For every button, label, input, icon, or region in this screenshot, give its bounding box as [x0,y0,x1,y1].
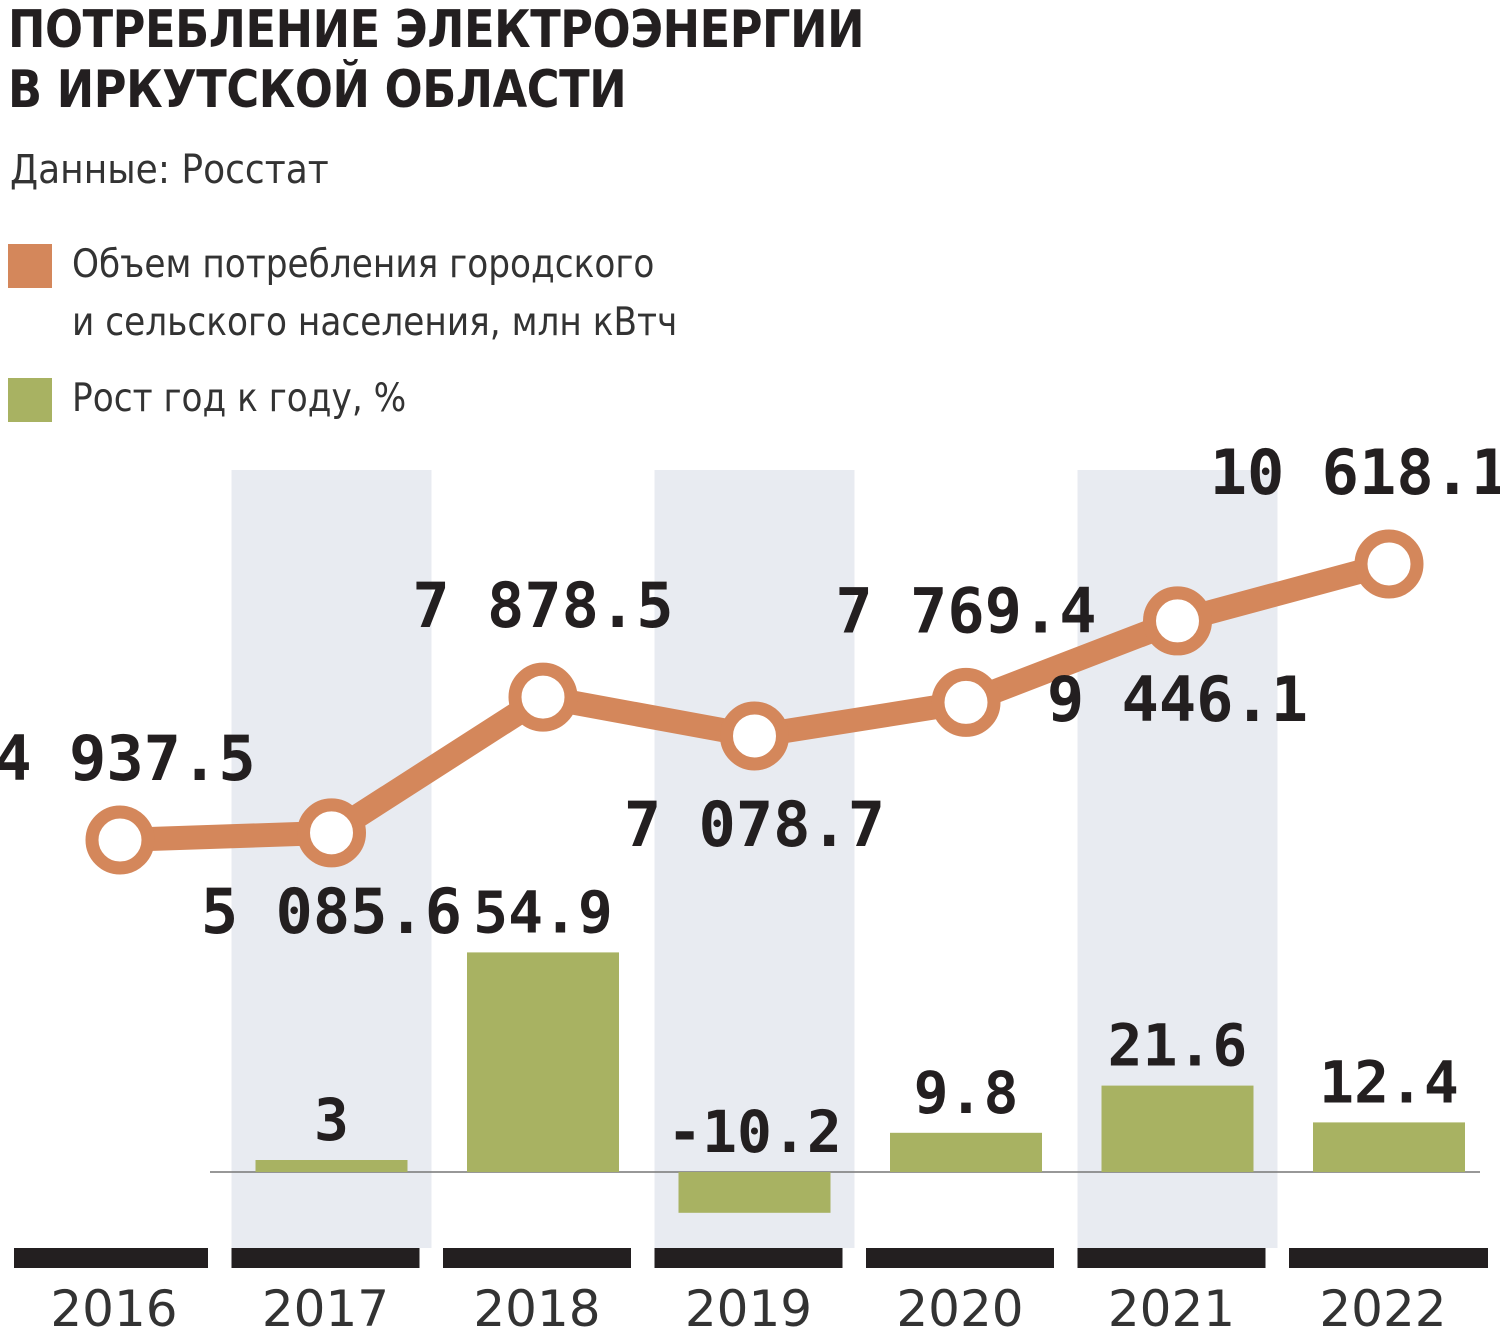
line-marker-2017 [297,798,366,868]
legend-label-consumption-line-2: и сельского населения, млн кВтч [72,300,678,345]
x-axis-segment-2021 [1077,1248,1266,1268]
line-markers [85,529,1424,875]
line-marker-2016 [85,805,155,875]
x-tick-label-2019: 2019 [685,1280,812,1328]
x-axis [14,1248,1488,1268]
bar-label-2022: 12.4 [1319,1048,1459,1116]
line-label-2020: 7 769.4 [835,574,1096,647]
x-tick-label-2016: 2016 [50,1280,177,1328]
bar-2018 [467,952,619,1172]
line-marker-2019 [720,701,789,771]
x-axis-segment-2018 [443,1248,631,1268]
x-tick-label-2022: 2022 [1319,1280,1446,1328]
x-tick-label-2020: 2020 [896,1280,1023,1328]
bar-2019 [678,1172,831,1213]
x-tick-label-2017: 2017 [262,1280,389,1328]
legend-swatch-growth [8,378,52,422]
bar-2020 [890,1132,1042,1172]
line-labels: 4 937.5 5 085.6 7 878.5 7 078.7 7 769.4 9 446… [0,436,1500,948]
chart-title-line-1: ПОТРЕБЛЕНИЕ ЭЛЕКТРОЭНЕРГИИ [8,0,865,60]
background-bands [231,470,1278,1248]
line-marker-2021 [1143,586,1212,656]
legend-label-consumption-line-1: Объем потребления городского [72,242,655,287]
x-tick-labels: 2016 2017 2018 2019 2020 2021 2022 [50,1280,1446,1328]
x-axis-segment-2020 [866,1248,1054,1268]
bar-label-2021: 21.6 [1108,1012,1248,1080]
x-axis-segment-2022 [1289,1248,1488,1268]
line-label-2021: 9 446.1 [1047,663,1308,736]
chart-title: ПОТРЕБЛЕНИЕ ЭЛЕКТРОЭНЕРГИИ В ИРКУТСКОЙ О… [8,0,865,120]
line-marker-2020 [931,667,1001,737]
x-axis-segment-2017 [231,1248,420,1268]
x-axis-segment-2016 [14,1248,208,1268]
line-marker-2018 [508,662,578,732]
legend-label-consumption: Объем потребления городского и сельского… [72,236,677,352]
line-label-2016: 4 937.5 [0,722,256,795]
line-label-2018: 7 878.5 [412,569,673,642]
bar-2022 [1313,1122,1465,1172]
bar-label-2018: 54.9 [473,878,613,946]
line-marker-2022 [1354,529,1424,599]
line-label-2017: 5 085.6 [201,875,462,948]
line-label-2019: 7 078.7 [624,788,885,861]
data-source: Данные: Росстат [10,147,329,193]
bar-label-2019: -10.2 [667,1098,842,1166]
chart-title-line-2: В ИРКУТСКОЙ ОБЛАСТИ [8,60,627,120]
bar-series [255,952,1465,1213]
bar-labels: 3 54.9 -10.2 9.8 21.6 12.4 [314,878,1459,1166]
line-label-2022: 10 618.1 [1210,436,1500,509]
x-tick-label-2018: 2018 [473,1280,600,1328]
bar-2017 [255,1160,408,1172]
x-tick-label-2021: 2021 [1108,1280,1235,1328]
band-2019 [654,470,855,1248]
legend-label-growth-line-1: Рост год к году, % [72,376,407,421]
legend-label-growth: Рост год к году, % [72,370,406,428]
bar-2021 [1101,1085,1254,1172]
x-axis-segment-2019 [654,1248,843,1268]
legend-swatch-consumption [8,244,52,288]
bar-label-2020: 9.8 [914,1059,1019,1127]
bar-label-2017: 3 [314,1086,349,1154]
